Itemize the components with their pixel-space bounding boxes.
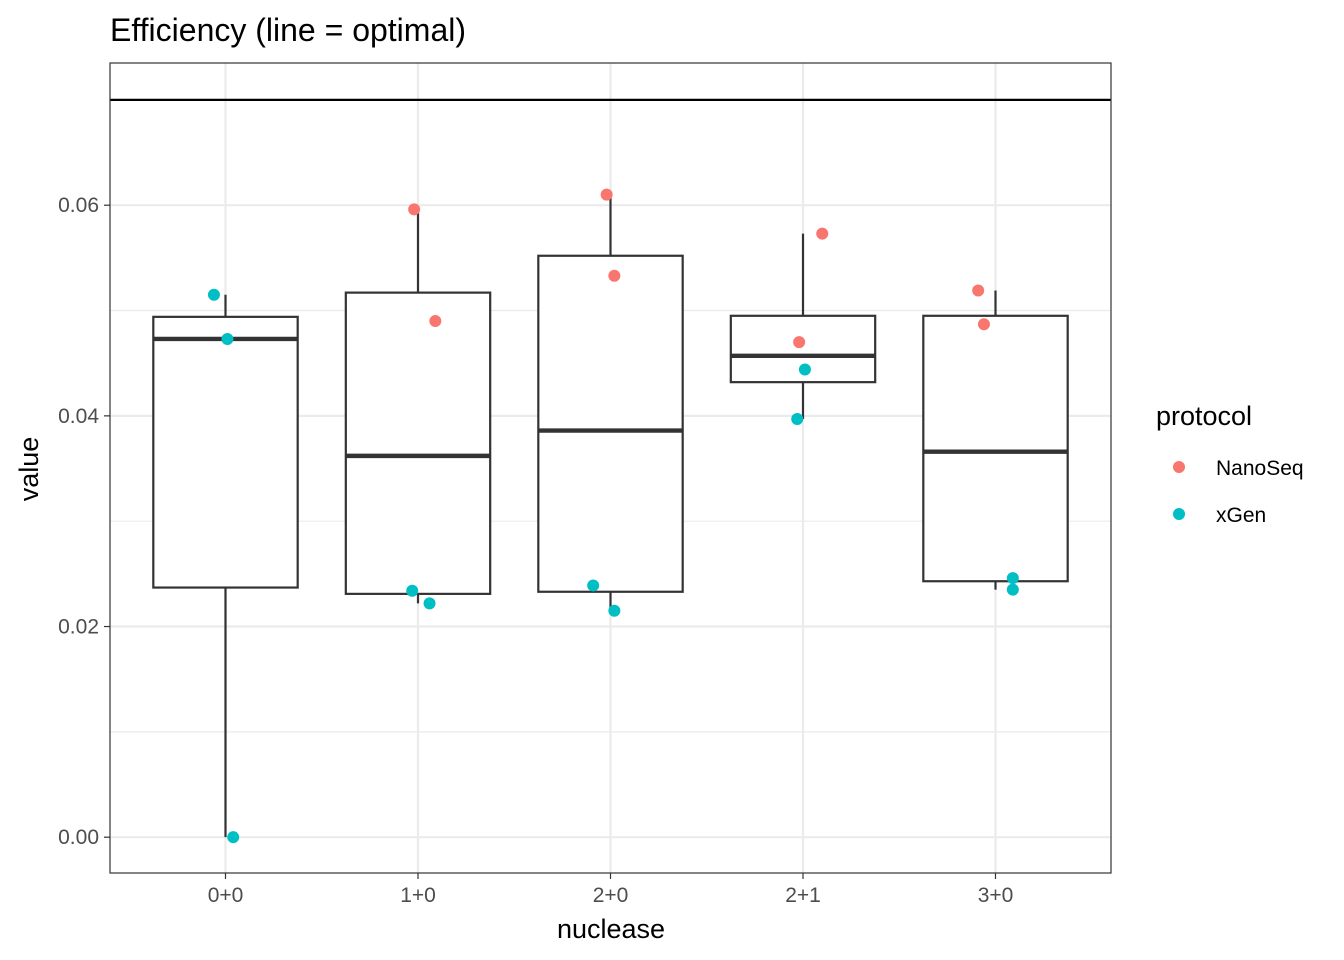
data-point-xgen [791,413,804,426]
data-point-xgen [1006,572,1019,585]
data-point-nanoseq [600,188,613,201]
data-point-xgen [587,579,600,592]
data-point-nanoseq [816,227,829,240]
data-point-xgen [423,597,436,610]
data-points [207,188,1019,844]
data-point-nanoseq [408,203,421,216]
y-tick-label: 0.02 [58,616,99,639]
x-axis-title: nuclease [557,914,665,944]
box-body [152,315,299,589]
legend-key-nanoseq [1173,461,1185,473]
x-tick-label: 2+0 [593,884,629,907]
box-0+0 [152,294,299,838]
box-body [537,254,684,593]
legend-label-nanoseq: NanoSeq [1216,457,1304,480]
data-point-xgen [207,288,220,301]
data-point-nanoseq [977,318,990,331]
y-tick-label: 0.00 [58,826,99,849]
legend-label-xgen: xGen [1216,504,1266,527]
data-point-nanoseq [429,315,442,328]
chart-title: Efficiency (line = optimal) [110,12,466,48]
data-point-xgen [227,831,240,844]
x-tick-label: 2+1 [785,884,821,907]
data-point-nanoseq [972,284,985,297]
box-2+0 [537,194,684,611]
legend-key-xgen [1173,508,1185,520]
x-tick-label: 1+0 [400,884,436,907]
box-body [922,314,1069,583]
x-tick-label: 0+0 [208,884,244,907]
legend-title: protocol [1156,401,1252,431]
data-point-xgen [608,604,621,617]
y-tick-label: 0.04 [58,405,99,428]
box-3+0 [922,290,1069,590]
data-point-xgen [1006,583,1019,596]
data-point-nanoseq [793,336,806,349]
legend-entries: NanoSeq xGen [1173,457,1304,527]
y-axis: 0.00 0.02 0.04 0.06 [58,194,110,849]
y-axis-title: value [14,437,44,502]
x-axis: 0+0 1+0 2+0 2+1 3+0 [208,873,1014,907]
data-point-xgen [221,332,234,345]
data-point-nanoseq [608,269,621,282]
box-1+0 [344,209,492,604]
data-point-xgen [798,363,811,376]
x-tick-label: 3+0 [978,884,1014,907]
legend: protocol NanoSeq xGen [1156,401,1304,527]
y-tick-label: 0.06 [58,194,99,217]
data-point-xgen [406,584,419,597]
box-2+1 [729,233,877,420]
box-body [344,291,492,595]
